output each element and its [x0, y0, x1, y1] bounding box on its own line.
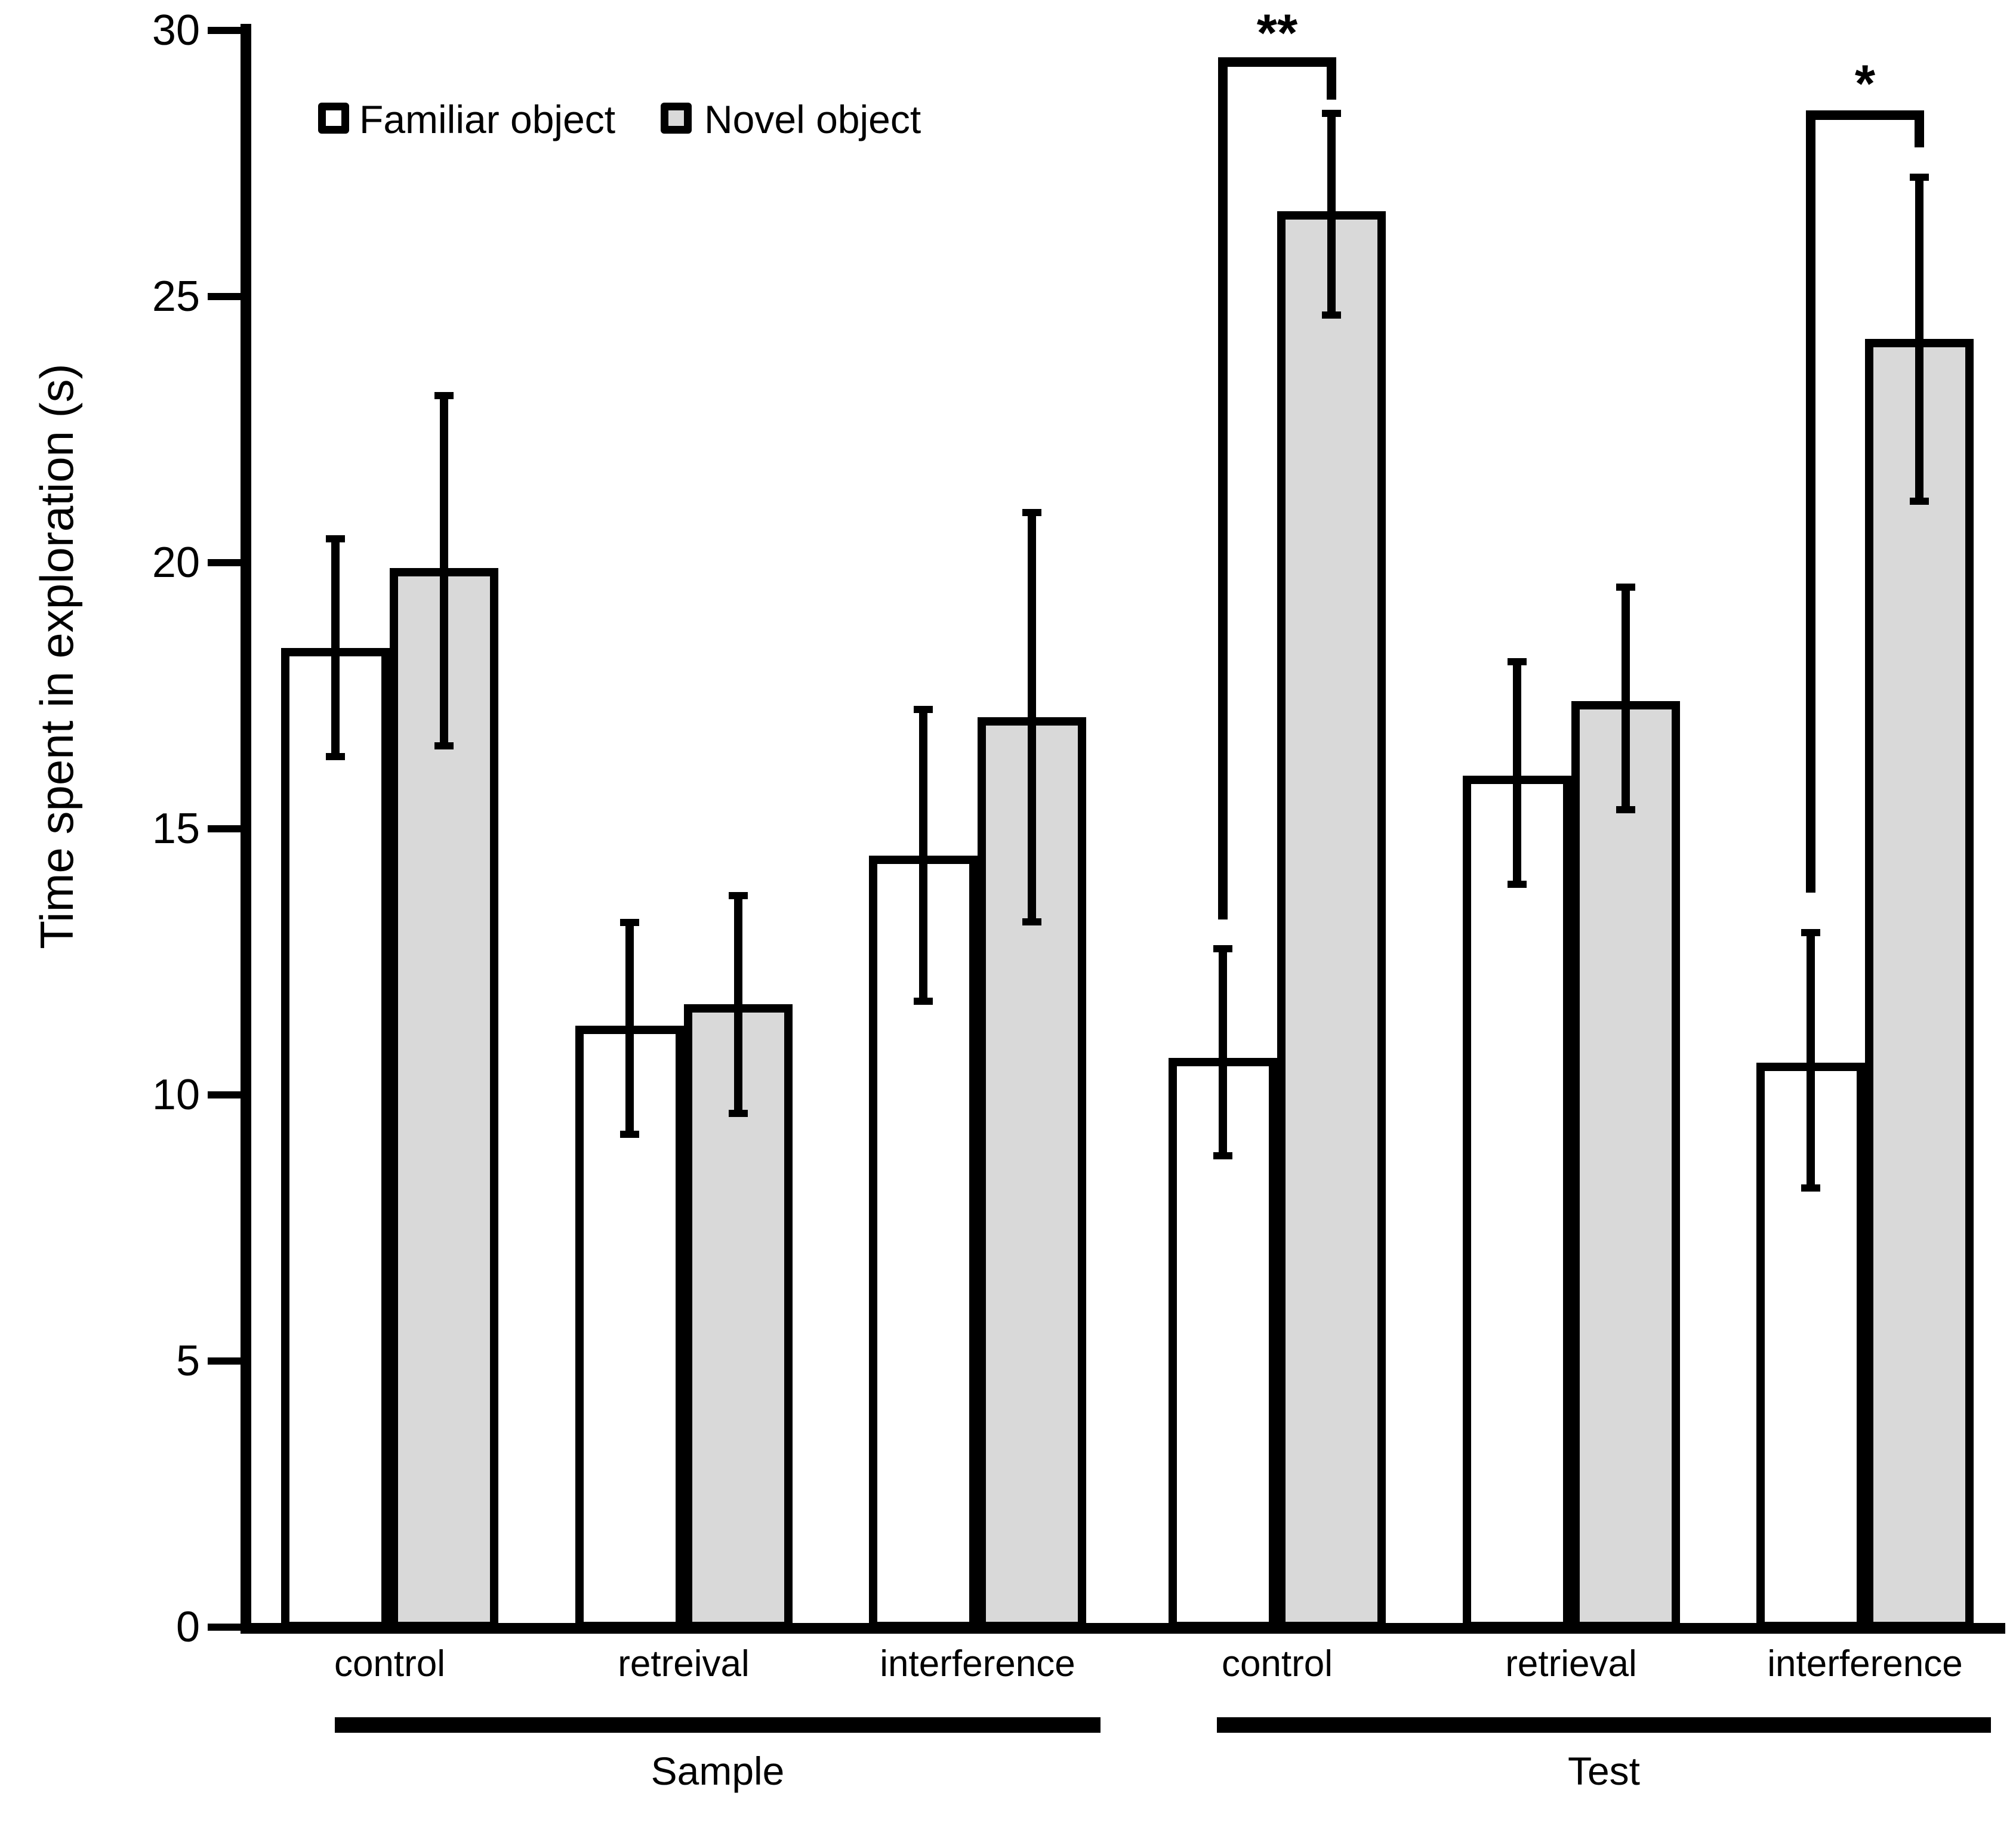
- error-bar-cap-top: [434, 391, 454, 399]
- error-bar-cap-bottom: [1322, 311, 1341, 319]
- x-category-label: control: [1221, 1643, 1333, 1684]
- x-category-label: retreival: [618, 1643, 750, 1684]
- error-bar-cap-bottom: [1507, 881, 1527, 888]
- bar-familiar: [281, 647, 390, 1630]
- group-label: Test: [1567, 1749, 1641, 1793]
- error-bar-cap-top: [326, 535, 345, 543]
- error-bar-cap-top: [1322, 109, 1341, 117]
- error-bar-line: [1621, 584, 1630, 813]
- error-bar-cap-bottom: [619, 1131, 639, 1138]
- error-bar-line: [1512, 658, 1521, 888]
- y-axis-tick: [208, 1091, 241, 1098]
- group-underline: [1217, 1717, 1991, 1733]
- y-tick-label: 30: [152, 7, 200, 54]
- error-bar-line: [440, 392, 448, 749]
- y-axis-tick: [208, 1357, 241, 1365]
- error-bar-line: [1028, 509, 1036, 925]
- y-axis-title: Time spent in exploration (s): [30, 363, 83, 949]
- group-label: Sample: [651, 1749, 785, 1793]
- y-axis: [241, 24, 251, 1634]
- error-bar-line: [625, 919, 634, 1138]
- significance-bracket-left-leg: [1806, 110, 1815, 893]
- y-axis-tick: [208, 1624, 241, 1631]
- y-axis-tick: [208, 825, 241, 832]
- y-axis-tick: [208, 27, 241, 34]
- y-tick-label: 15: [152, 805, 200, 853]
- significance-bracket-right-leg: [1327, 57, 1336, 100]
- error-bar-cap-bottom: [914, 998, 933, 1005]
- error-bar-cap-bottom: [434, 742, 454, 750]
- error-bar-cap-bottom: [1022, 918, 1041, 925]
- significance-label: **: [1256, 3, 1298, 63]
- error-bar-cap-top: [1213, 945, 1232, 953]
- error-bar-cap-top: [619, 918, 639, 926]
- bar-novel: [1277, 211, 1386, 1630]
- bar-novel: [1865, 339, 1974, 1630]
- x-axis: [241, 1623, 2005, 1634]
- bar-novel: [1571, 701, 1680, 1630]
- significance-bracket-top: [1806, 110, 1924, 120]
- legend-swatch-familiar: [318, 103, 349, 134]
- y-tick-label: 5: [175, 1337, 200, 1385]
- error-bar-cap-bottom: [1801, 1184, 1820, 1192]
- error-bar-line: [733, 893, 742, 1116]
- error-bar-cap-top: [1910, 173, 1929, 181]
- x-category-label: interference: [880, 1643, 1075, 1684]
- error-bar-cap-top: [728, 892, 748, 900]
- error-bar-cap-top: [1022, 508, 1041, 516]
- error-bar-cap-bottom: [1616, 806, 1635, 814]
- x-category-label: control: [334, 1643, 446, 1684]
- significance-bracket-right-leg: [1915, 110, 1924, 148]
- error-bar-line: [1327, 110, 1336, 318]
- error-bar-cap-top: [914, 705, 933, 713]
- error-bar-cap-bottom: [1213, 1152, 1232, 1160]
- error-bar-line: [1915, 174, 1923, 504]
- significance-label: *: [1854, 54, 1876, 113]
- error-bar-cap-top: [1616, 583, 1635, 591]
- error-bar-cap-bottom: [728, 1109, 748, 1117]
- error-bar-line: [919, 706, 927, 1005]
- bar-familiar: [869, 855, 978, 1630]
- error-bar-cap-top: [1507, 658, 1527, 665]
- y-tick-label: 20: [152, 539, 200, 587]
- significance-bracket-left-leg: [1218, 57, 1228, 919]
- legend-label-novel: Novel object: [704, 97, 921, 141]
- y-tick-label: 25: [152, 273, 200, 320]
- error-bar-line: [1219, 946, 1227, 1159]
- significance-bracket-top: [1218, 57, 1336, 67]
- y-tick-label: 10: [152, 1071, 200, 1119]
- group-underline: [335, 1717, 1101, 1733]
- error-bar-line: [1807, 930, 1815, 1191]
- bar-familiar: [1462, 775, 1571, 1630]
- error-bar-cap-top: [1801, 929, 1820, 937]
- x-category-label: retrieval: [1505, 1643, 1637, 1684]
- legend-swatch-novel: [661, 103, 692, 134]
- y-tick-label: 0: [175, 1603, 200, 1651]
- error-bar-cap-bottom: [1910, 497, 1929, 505]
- y-axis-tick: [208, 559, 241, 566]
- x-category-label: interference: [1767, 1643, 1963, 1684]
- error-bar-cap-bottom: [326, 753, 345, 761]
- legend-label-familiar: Familiar object: [359, 97, 616, 141]
- error-bar-line: [331, 536, 340, 760]
- y-axis-tick: [208, 293, 241, 300]
